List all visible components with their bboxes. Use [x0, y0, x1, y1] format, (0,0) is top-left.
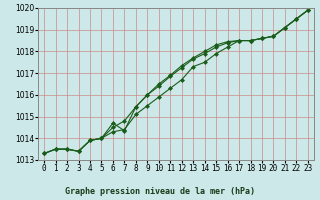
Text: Graphe pression niveau de la mer (hPa): Graphe pression niveau de la mer (hPa): [65, 187, 255, 196]
